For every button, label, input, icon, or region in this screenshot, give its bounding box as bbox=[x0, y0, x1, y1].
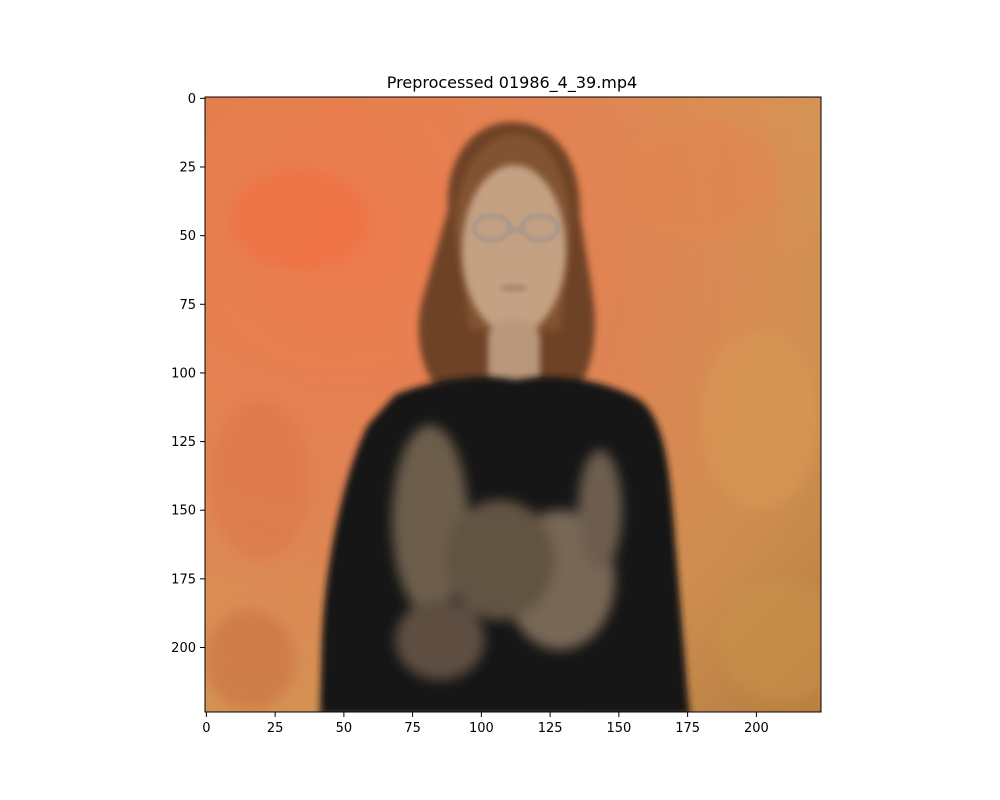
figure-title: Preprocessed 01986_4_39.mp4 bbox=[387, 73, 637, 93]
x-tick-label: 25 bbox=[267, 721, 284, 736]
y-tick-label: 25 bbox=[179, 161, 196, 176]
x-tick-label: 100 bbox=[469, 721, 494, 736]
x-tick-label: 175 bbox=[675, 721, 700, 736]
y-axis: 0 25 50 75 100 125 150 175 200 bbox=[171, 92, 205, 656]
y-tick-label: 75 bbox=[179, 298, 196, 313]
axes-frame bbox=[204, 96, 822, 713]
glasses bbox=[472, 214, 560, 242]
y-tick-label: 100 bbox=[171, 366, 196, 381]
hands bbox=[392, 425, 622, 680]
y-tick-label: 200 bbox=[171, 641, 196, 656]
x-axis: 0 25 50 75 100 125 150 175 200 bbox=[202, 712, 769, 736]
y-tick-label: 150 bbox=[171, 504, 196, 519]
x-tick-label: 125 bbox=[538, 721, 563, 736]
x-tick-label: 0 bbox=[202, 721, 210, 736]
y-tick-label: 175 bbox=[171, 572, 196, 587]
x-tick-label: 75 bbox=[404, 721, 421, 736]
x-tick-label: 200 bbox=[744, 721, 769, 736]
x-tick-label: 150 bbox=[606, 721, 631, 736]
y-tick-label: 125 bbox=[171, 435, 196, 450]
y-tick-label: 50 bbox=[179, 229, 196, 244]
x-tick-label: 50 bbox=[336, 721, 353, 736]
face bbox=[462, 165, 566, 390]
y-tick-label: 0 bbox=[188, 92, 196, 107]
video-frame-image bbox=[205, 97, 821, 712]
